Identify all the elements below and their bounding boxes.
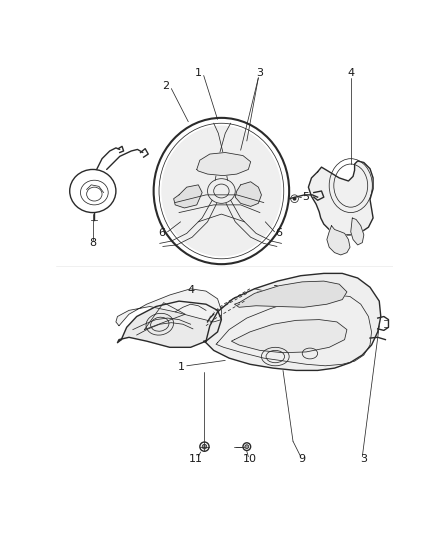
Polygon shape xyxy=(234,281,347,308)
Text: 3: 3 xyxy=(272,285,279,295)
Circle shape xyxy=(202,445,207,449)
Polygon shape xyxy=(231,320,347,353)
Polygon shape xyxy=(351,218,364,245)
Polygon shape xyxy=(327,225,350,255)
Polygon shape xyxy=(117,301,221,348)
Polygon shape xyxy=(197,152,251,175)
Text: 1: 1 xyxy=(195,68,202,78)
Circle shape xyxy=(245,445,249,449)
Text: 4: 4 xyxy=(347,68,354,78)
Text: 4: 4 xyxy=(187,285,194,295)
Circle shape xyxy=(293,197,297,200)
Text: 6: 6 xyxy=(159,228,166,238)
Text: 11: 11 xyxy=(189,454,203,464)
Ellipse shape xyxy=(161,126,282,256)
Polygon shape xyxy=(235,182,261,206)
Text: 3: 3 xyxy=(360,454,367,464)
Text: 6: 6 xyxy=(276,228,283,238)
Polygon shape xyxy=(308,161,373,235)
Text: 8: 8 xyxy=(89,238,96,248)
Text: 1: 1 xyxy=(178,361,185,372)
Text: 3: 3 xyxy=(256,68,263,78)
Polygon shape xyxy=(173,185,202,208)
Text: 10: 10 xyxy=(243,454,257,464)
Text: 9: 9 xyxy=(299,454,306,464)
Text: 2: 2 xyxy=(162,80,170,91)
Polygon shape xyxy=(116,289,221,326)
Text: 5: 5 xyxy=(303,192,310,202)
Polygon shape xyxy=(204,273,381,370)
